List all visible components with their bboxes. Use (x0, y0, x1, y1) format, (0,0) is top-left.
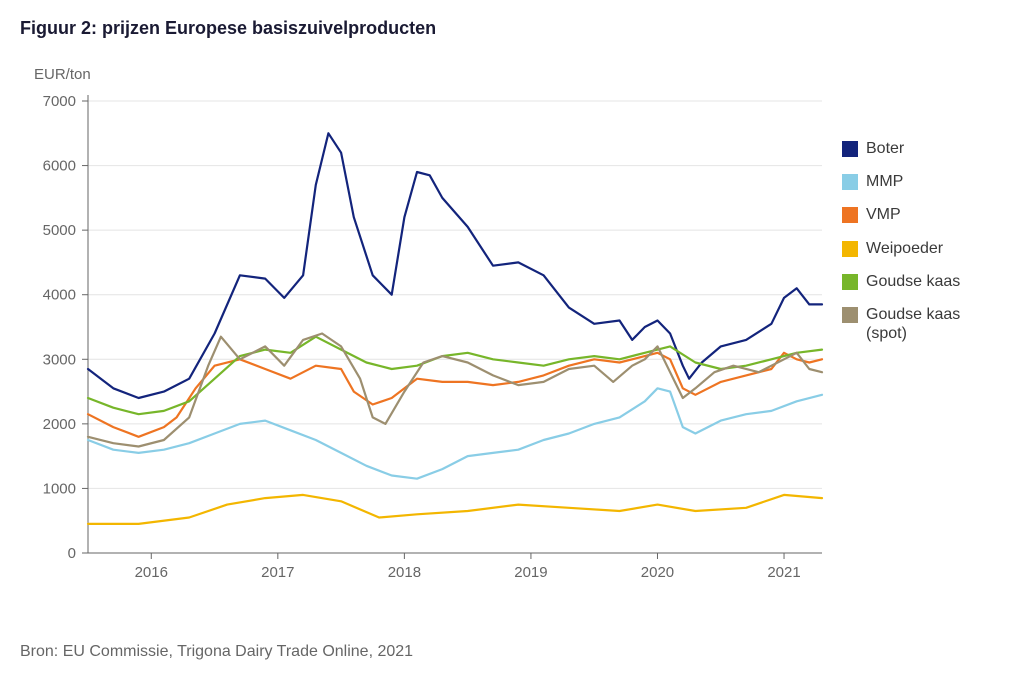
legend-label: VMP (866, 205, 901, 224)
legend-label: Goudse kaas (spot) (866, 305, 1004, 343)
legend-swatch (842, 241, 858, 257)
y-tick-label: 5000 (43, 222, 76, 239)
legend-swatch (842, 174, 858, 190)
y-tick-label: 2000 (43, 416, 76, 433)
y-tick-label: 6000 (43, 158, 76, 175)
legend-item: Goudse kaas (spot) (842, 305, 1004, 343)
legend-swatch (842, 141, 858, 157)
legend-item: MMP (842, 172, 1004, 191)
x-tick-label: 2019 (514, 564, 547, 581)
x-tick-label: 2020 (641, 564, 674, 581)
y-tick-label: 4000 (43, 287, 76, 304)
y-tick-label: 1000 (43, 480, 76, 497)
y-tick-label: 7000 (43, 93, 76, 110)
legend-label: Goudse kaas (866, 272, 960, 291)
legend-label: Boter (866, 139, 904, 158)
series-line (88, 388, 822, 478)
chart-source: Bron: EU Commissie, Trigona Dairy Trade … (20, 643, 413, 661)
legend: Boter MMP VMP Weipoeder Goudse kaas Goudse ka… (842, 139, 1004, 357)
x-tick-label: 2021 (767, 564, 800, 581)
legend-item: VMP (842, 205, 1004, 224)
legend-swatch (842, 307, 858, 323)
legend-item: Boter (842, 139, 1004, 158)
x-tick-label: 2017 (261, 564, 294, 581)
x-tick-label: 2016 (135, 564, 168, 581)
y-tick-label: 0 (68, 545, 76, 562)
chart-plot-area: EUR/ton 0 1000 2000 3000 4000 5000 6000 7000 2016… (20, 41, 830, 601)
chart-title: Figuur 2: prijzen Europese basiszuivelpr… (20, 18, 1004, 39)
legend-item: Goudse kaas (842, 272, 1004, 291)
legend-label: MMP (866, 172, 903, 191)
series-line (88, 334, 822, 447)
x-tick-label: 2018 (388, 564, 421, 581)
y-axis-label: EUR/ton (34, 66, 91, 83)
legend-swatch (842, 274, 858, 290)
series-line (88, 495, 822, 524)
y-tick-label: 3000 (43, 351, 76, 368)
legend-item: Weipoeder (842, 239, 1004, 258)
legend-label: Weipoeder (866, 239, 943, 258)
legend-swatch (842, 207, 858, 223)
